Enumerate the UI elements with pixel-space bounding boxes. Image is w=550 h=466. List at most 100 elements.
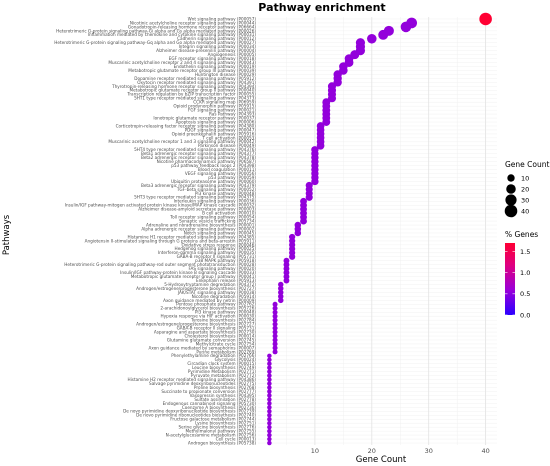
y-tick-label: Insulin/IGF pathway-protein kinase B sig… [120, 270, 256, 275]
y-tick-label: Hedgehog signaling pathway (P00025) [175, 246, 257, 251]
size-legend-key [506, 184, 516, 194]
y-tick-label: Cell cycle (P00013) [216, 436, 257, 441]
data-point [267, 357, 272, 363]
data-point [327, 94, 337, 103]
data-point [278, 281, 284, 288]
size-legend-label: 20 [521, 185, 529, 193]
data-point [267, 389, 272, 394]
y-tick-label: Adrenaline and noradrenaline biosynthesi… [146, 222, 256, 227]
y-tick-label: Alpha adrenergic receptor signaling path… [141, 226, 256, 231]
y-tick-label: Salvage pyrimidine deoxyribonucleotides … [149, 381, 256, 386]
data-point [267, 428, 272, 434]
y-tick-label: Androgen/estrogene/progesterone biosynth… [136, 322, 256, 327]
y-tick-label: Synaptic vesicle trafficking (P05734) [179, 218, 256, 223]
y-tick-label: Androgen/estrogene/progesterone biosynth… [136, 286, 256, 291]
y-tick-label: De novo pyrimidine ribonucleotides biosy… [136, 413, 256, 418]
data-point [272, 345, 278, 351]
size-legend-key [507, 174, 515, 182]
color-legend: % Genes 1.5 1.0 0.5 0.0 [505, 230, 538, 319]
data-point [267, 405, 272, 410]
y-tick-label: 5HT4 type receptor mediated signaling pa… [134, 147, 256, 152]
data-point [267, 381, 272, 386]
data-point [267, 413, 272, 418]
data-point [267, 397, 272, 402]
y-tick-label: Heterotrimeric G-protein signaling pathw… [54, 40, 256, 45]
y-tick-label: Alzheimer disease-presenilin pathway (P0… [156, 48, 256, 53]
x-tick-label: 30 [425, 447, 433, 455]
data-point [278, 289, 284, 296]
y-tick-label: Glycolysis (P00024) [215, 357, 257, 362]
y-tick-label: JAK/STAT signaling pathway (P00038) [177, 290, 256, 295]
data-point [278, 293, 284, 300]
y-tick-label: Axon guidance mediated by semaphorins (P… [149, 345, 257, 350]
data-point [305, 193, 313, 201]
y-tick-label: Sulfate assimilation (P02778) [194, 397, 256, 402]
y-tick-label: p38 MAPK pathway (P05918) [195, 258, 256, 263]
y-tick-label: Angiotensin II-stimulated signaling thro… [85, 238, 257, 243]
y-tick-label: FAS signaling pathway (P00020) [188, 266, 256, 271]
y-tick-label: Lysine biosynthesis (P02751) [195, 421, 256, 426]
data-point [272, 333, 278, 339]
data-point [267, 409, 272, 414]
y-tick-label: Endothelin signaling pathway (P00019) [174, 64, 257, 69]
y-tick-label: Serine glycine biosynthesis (P02776) [178, 425, 256, 430]
color-legend-label: 1.0 [520, 269, 530, 277]
data-point [267, 401, 272, 406]
data-point [367, 34, 377, 44]
y-tick-label: Pyrimidine Metabolism (P02771) [188, 369, 257, 374]
y-tick-label: Axon guidance mediated by netrin (P00009… [163, 298, 256, 303]
y-tick-label: Huntington disease (P00029) [195, 72, 256, 77]
x-axis-title: Gene Count [356, 455, 407, 465]
data-point [272, 337, 278, 343]
data-point [272, 313, 278, 319]
x-tick-label: 10 [311, 447, 319, 455]
x-tick-label: 40 [481, 447, 489, 455]
y-tick-label: Glutamine glutamate conversion (P02745) [167, 337, 257, 342]
y-tick-label: CCKR signaling map (P06959) [193, 100, 256, 105]
data-point [272, 301, 278, 307]
data-point [267, 436, 272, 442]
y-tick-label: Coenzyme A biosynthesis (P02736) [182, 405, 256, 410]
y-axis-title: Pathways [2, 214, 12, 255]
color-legend-label: 1.5 [520, 248, 530, 256]
y-tick-label: Ionotropic glutamate receptor pathway (P… [153, 115, 256, 120]
y-tick-label: B cell activation (P00010) [202, 211, 256, 216]
y-tick-label: 5-Hydroxytryptamine degredation (P04372) [164, 282, 256, 287]
y-tick-label: 5HT3 type receptor mediated signaling pa… [134, 195, 256, 200]
data-point [278, 297, 284, 304]
y-tick-label: Opioid proenkephalin pathway (P05916) [172, 131, 257, 136]
data-point [322, 118, 331, 126]
y-tick-label: Interleukin signaling pathway (P00036) [174, 199, 257, 204]
size-legend-key [505, 194, 517, 206]
y-tick-label: Proline biosynthesis (P02768) [194, 385, 256, 390]
data-point [272, 329, 278, 335]
y-tick-label: Inflammation mediated by chemokine and c… [88, 32, 257, 37]
y-tick-label: Metabotropic glutamate receptor group II… [128, 68, 256, 73]
y-tick-label: Opioid prodynorphin pathway (P05915) [173, 104, 256, 109]
plot-grid [258, 17, 497, 445]
y-tick-label: Endogenous cannabinoid signaling (P05730… [163, 401, 257, 406]
y-tick-label: p53 pathway (P00059) [208, 175, 256, 180]
y-tick-label: TGF-beta signaling pathway (P00052) [176, 187, 256, 192]
color-legend-bar [505, 243, 515, 315]
data-point [267, 385, 272, 390]
y-tick-label: Oxytocin receptor mediated signaling pat… [137, 80, 256, 85]
y-tick-label: Integrin signalling pathway (P00034) [179, 44, 257, 49]
data-point [267, 373, 272, 378]
x-tick-label: 20 [368, 447, 376, 455]
y-tick-label: Pyruvate metabolism (P02772) [191, 373, 256, 378]
y-tick-label: Histamine H2 receptor mediated signaling… [127, 377, 256, 382]
y-tick-label: Hypoxia response via HIF activation (P00… [161, 314, 257, 319]
y-tick-label: FGF signaling pathway (P00021) [188, 108, 256, 113]
y-tick-label: Metabotropic glutamate receptor group I … [131, 274, 257, 279]
data-point [267, 377, 272, 382]
data-point [267, 369, 272, 374]
y-tick-label: Thyrotropin-releasing hormone receptor s… [111, 84, 256, 89]
data-point [272, 321, 278, 327]
data-point [272, 305, 278, 311]
y-tick-label: N-acetylglucosamine metabolism (P02756) [166, 432, 257, 437]
data-point [267, 424, 272, 430]
y-tick-label: Nicotine pharmacodynamics pathway (P0658… [157, 159, 257, 164]
color-legend-label: 0.0 [520, 311, 530, 319]
